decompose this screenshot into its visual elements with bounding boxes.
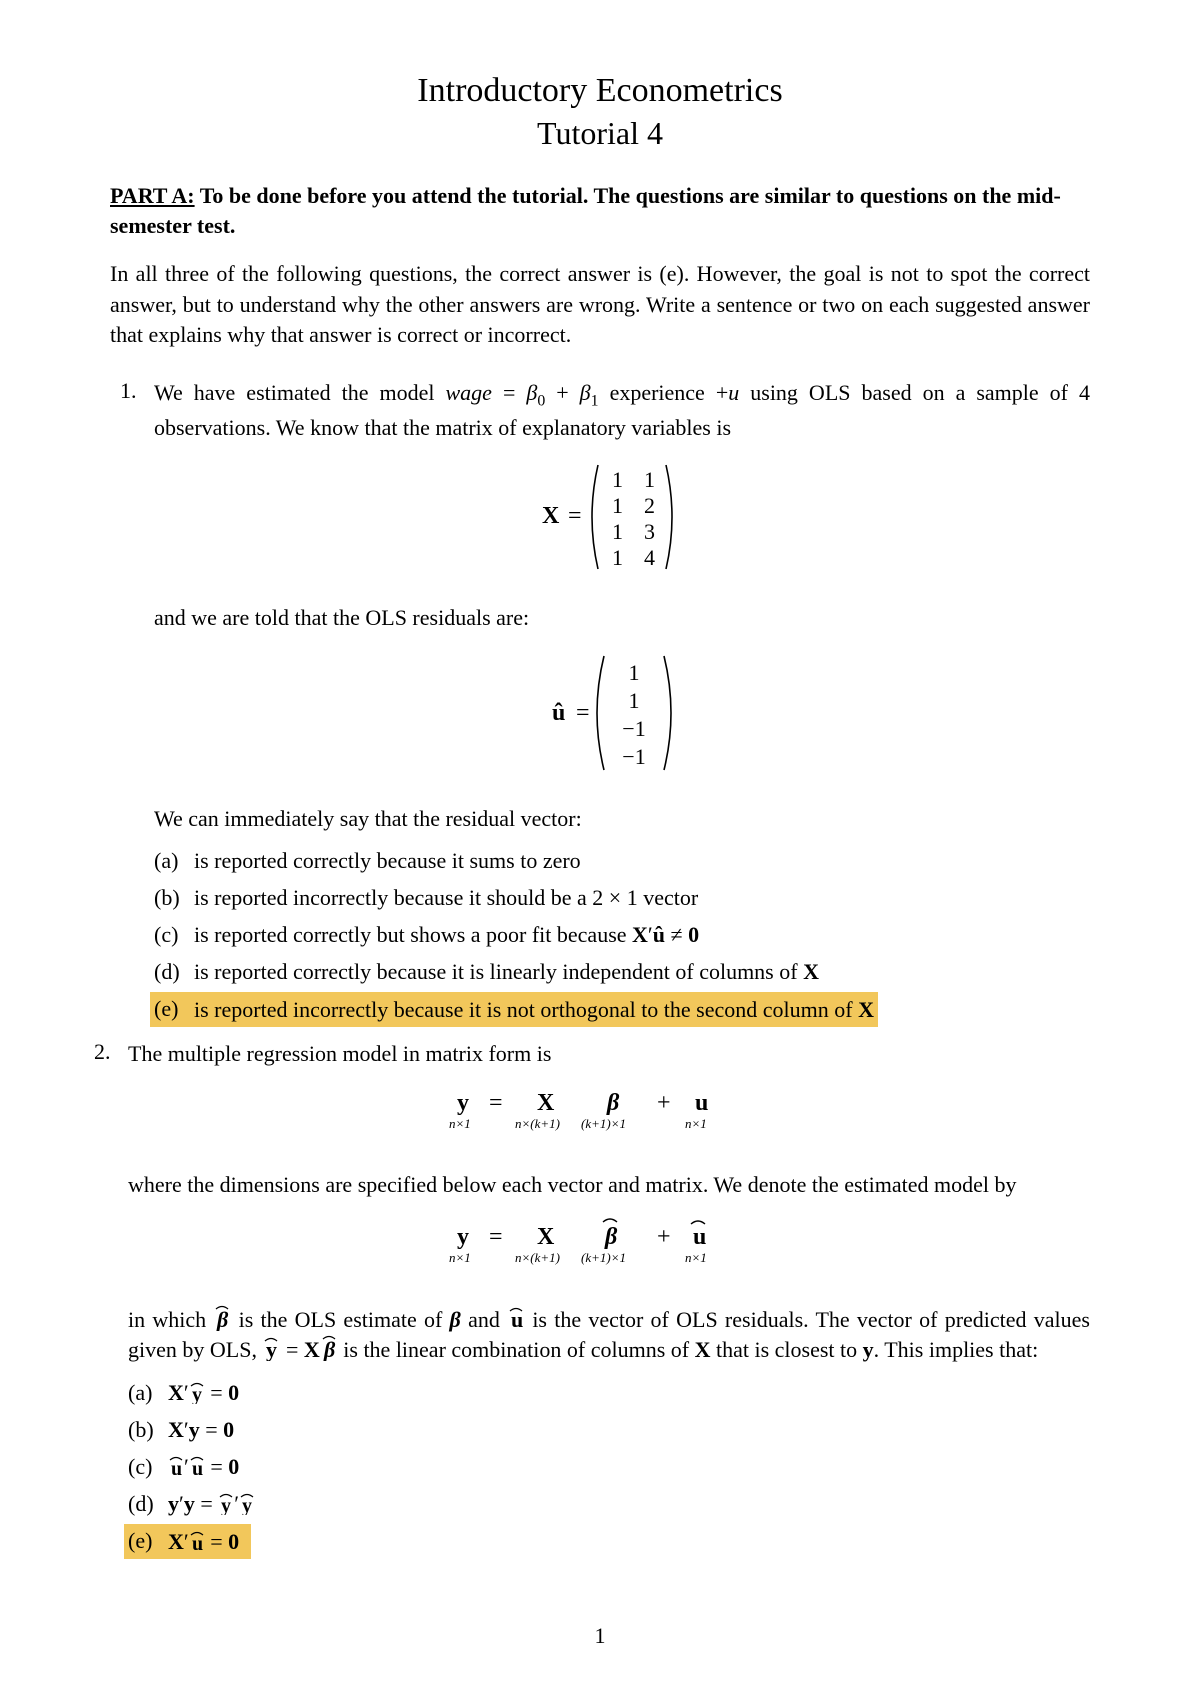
question-2: The multiple regression model in matrix … — [84, 1039, 1090, 1558]
svg-text:u: u — [693, 1224, 706, 1250]
question-list: We have estimated the model wage = β0 + … — [110, 378, 1090, 1558]
svg-text:n×(k+1): n×(k+1) — [515, 1250, 560, 1265]
q2-text2: where the dimensions are specified below… — [128, 1170, 1090, 1200]
q1-matrix-X: X = 1 1 1 2 1 3 1 4 — [154, 457, 1090, 585]
q1-opt-b-text: is reported incorrectly because it shoul… — [194, 885, 698, 910]
svg-text:n×1: n×1 — [449, 1250, 471, 1265]
svg-text:n×(k+1): n×(k+1) — [515, 1116, 560, 1131]
svg-text:1: 1 — [612, 493, 623, 518]
svg-text:=: = — [489, 1224, 503, 1250]
svg-text:y: y — [221, 1495, 231, 1515]
q2-option-d: (d)y′y = y′y — [128, 1487, 1090, 1520]
svg-text:y: y — [192, 1384, 202, 1404]
svg-text:4: 4 — [644, 545, 655, 570]
q1-options: (a)is reported correctly because it sums… — [154, 844, 1090, 1027]
q2-options: (a)X′y = 0 (b)X′y = 0 (c)u′u = 0 (d)y′y … — [128, 1376, 1090, 1559]
svg-text:(k+1)×1: (k+1)×1 — [581, 1116, 626, 1131]
svg-text:1: 1 — [612, 519, 623, 544]
svg-text:X: X — [537, 1090, 555, 1116]
q2-text1: The multiple regression model in matrix … — [128, 1039, 1090, 1069]
q1-opt-a-text: is reported correctly because it sums to… — [194, 848, 581, 873]
q2-eq2: y n×1 = X n×(k+1) β (k+1)×1 + u n×1 — [128, 1214, 1090, 1286]
svg-text:u: u — [695, 1090, 708, 1116]
svg-text:y: y — [457, 1090, 469, 1116]
svg-text:=: = — [568, 503, 582, 529]
q1-option-a: (a)is reported correctly because it sums… — [154, 844, 1090, 877]
svg-text:X: X — [542, 503, 560, 529]
svg-text:1: 1 — [644, 467, 655, 492]
q1-after-eq2: We can immediately say that the residual… — [154, 804, 1090, 834]
svg-text:u: u — [192, 1458, 203, 1478]
svg-text:β: β — [323, 1337, 336, 1361]
q2-option-c: (c)u′u = 0 — [128, 1450, 1090, 1483]
intro-paragraph: In all three of the following questions,… — [110, 259, 1090, 350]
svg-text:y: y — [266, 1337, 277, 1361]
q1-option-c: (c)is reported correctly but shows a poo… — [154, 918, 1090, 951]
q1-opt-c-pre: is reported correctly but shows a poor f… — [194, 922, 632, 947]
page-number: 1 — [0, 1623, 1200, 1649]
q1-lead: We have estimated the model wage = β0 + … — [154, 378, 1090, 443]
q1-option-b: (b)is reported incorrectly because it sh… — [154, 881, 1090, 914]
part-a-label: PART A: — [110, 183, 195, 208]
svg-text:=: = — [489, 1090, 503, 1116]
q2-eq1: y n×1 = X n×(k+1) β (k+1)×1 + u n×1 — [128, 1084, 1090, 1152]
svg-text:β: β — [606, 1090, 620, 1116]
document-page: Introductory Econometrics Tutorial 4 PAR… — [0, 0, 1200, 1697]
svg-text:1: 1 — [629, 660, 640, 685]
svg-text:û: û — [552, 700, 565, 726]
svg-text:n×1: n×1 — [449, 1116, 471, 1131]
svg-text:1: 1 — [612, 467, 623, 492]
svg-text:n×1: n×1 — [685, 1250, 707, 1265]
q2-t3-end: . This implies that: — [874, 1337, 1039, 1362]
svg-text:u: u — [511, 1307, 523, 1331]
question-1: We have estimated the model wage = β0 + … — [110, 378, 1090, 1027]
q2-t3-m2: and — [461, 1307, 507, 1332]
svg-text:y: y — [242, 1495, 252, 1515]
svg-text:+: + — [657, 1090, 671, 1116]
svg-text:n×1: n×1 — [685, 1116, 707, 1131]
svg-text:y: y — [457, 1224, 469, 1250]
highlight-block-icon — [124, 1554, 274, 1634]
q1-option-d: (d)is reported correctly because it is l… — [154, 955, 1090, 988]
q2-option-b: (b)X′y = 0 — [128, 1413, 1090, 1446]
svg-text:(k+1)×1: (k+1)×1 — [581, 1250, 626, 1265]
page-subtitle: Tutorial 4 — [110, 113, 1090, 153]
q1-mid-text: and we are told that the OLS residuals a… — [154, 603, 1090, 633]
svg-text:u: u — [192, 1533, 203, 1553]
svg-text:=: = — [576, 700, 590, 726]
q2-t3-m5: that is closest to — [710, 1337, 862, 1362]
q1-opt-e-pre: is reported incorrectly because it is no… — [194, 997, 858, 1022]
title-block: Introductory Econometrics Tutorial 4 — [110, 70, 1090, 153]
q2-t3-pre: in which — [128, 1307, 213, 1332]
svg-text:+: + — [657, 1224, 671, 1250]
svg-text:2: 2 — [644, 493, 655, 518]
svg-text:1: 1 — [629, 688, 640, 713]
svg-text:β: β — [216, 1307, 229, 1331]
q2-text3: in which β is the OLS estimate of β and … — [128, 1305, 1090, 1366]
svg-text:−1: −1 — [622, 716, 645, 741]
q2-t3-m4: is the linear combination of columns of — [338, 1337, 695, 1362]
q1-text-before: We have estimated the model — [154, 380, 445, 405]
q2-option-a: (a)X′y = 0 — [128, 1376, 1090, 1409]
part-a-header: PART A: To be done before you attend the… — [110, 181, 1090, 242]
svg-text:X: X — [537, 1224, 555, 1250]
svg-text:u: u — [171, 1458, 182, 1478]
svg-text:β: β — [604, 1224, 618, 1250]
page-title: Introductory Econometrics — [110, 70, 1090, 113]
svg-text:3: 3 — [644, 519, 655, 544]
q1-option-e: (e)is reported incorrectly because it is… — [154, 992, 1090, 1027]
svg-text:1: 1 — [612, 545, 623, 570]
q2-option-e: (e)X′u = 0 — [128, 1524, 1090, 1559]
q1-vector-uhat: û = 1 1 −1 −1 — [154, 648, 1090, 786]
q1-opt-d-pre: is reported correctly because it is line… — [194, 959, 803, 984]
part-a-text: To be done before you attend the tutoria… — [110, 183, 1061, 238]
q2-t3-m1: is the OLS estimate of — [231, 1307, 449, 1332]
svg-text:−1: −1 — [622, 744, 645, 769]
